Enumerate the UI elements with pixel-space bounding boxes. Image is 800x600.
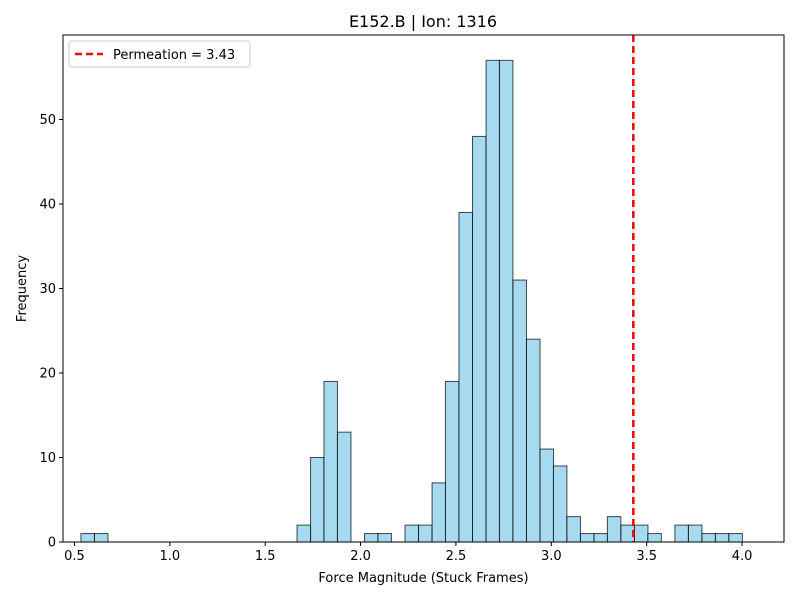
histogram-bar [323, 380, 338, 543]
histogram-bar [687, 524, 703, 543]
y-tick-label: 40 [39, 198, 56, 213]
histogram-bar [593, 533, 609, 543]
histogram-bar [472, 135, 487, 543]
histogram-bar [539, 448, 555, 543]
histogram-bar [418, 524, 433, 543]
histogram-bar [310, 457, 325, 543]
histogram-bar [458, 211, 473, 543]
y-axis-label: Frequency [15, 255, 30, 322]
histogram-bar [714, 533, 730, 543]
histogram-bar [552, 465, 568, 543]
x-tick-label: 2.0 [350, 549, 371, 564]
histogram-bar [404, 524, 420, 543]
chart-title: E152.B | Ion: 1316 [349, 12, 497, 31]
histogram-bar [579, 533, 595, 543]
x-tick-label: 1.0 [159, 549, 180, 564]
x-tick-label: 3.5 [636, 549, 657, 564]
y-tick-label: 0 [48, 536, 56, 551]
y-tick-label: 30 [39, 282, 56, 297]
histogram-bar [431, 482, 447, 543]
y-tick-label: 20 [39, 367, 56, 382]
x-tick-label: 3.0 [541, 549, 562, 564]
histogram-bar [674, 524, 689, 543]
histogram-bar [444, 380, 460, 543]
legend: Permeation = 3.43 [68, 40, 251, 68]
histogram-bars [80, 59, 743, 543]
x-axis-ticks: 0.5 1.0 1.5 2.0 2.5 3.0 3.5 4.0 [64, 542, 752, 564]
histogram-bar [336, 431, 352, 543]
legend-box [68, 40, 251, 68]
histogram-bar [80, 533, 95, 543]
histogram-bar [296, 524, 312, 543]
histogram-bar [701, 533, 716, 543]
x-tick-label: 0.5 [64, 549, 85, 564]
x-axis-label: Force Magnitude (Stuck Frames) [318, 571, 528, 586]
histogram-bar [606, 516, 622, 543]
histogram-bar [377, 533, 392, 543]
histogram-bar [485, 59, 501, 543]
x-tick-label: 2.5 [446, 549, 467, 564]
histogram-bar [93, 533, 109, 543]
histogram-bar [526, 338, 541, 543]
x-tick-label: 4.0 [732, 549, 753, 564]
histogram-bar [647, 533, 662, 543]
y-tick-label: 10 [39, 451, 56, 466]
x-tick-label: 1.5 [255, 549, 276, 564]
legend-label: Permeation = 3.43 [113, 48, 235, 63]
histogram-bar [633, 524, 649, 543]
y-axis-ticks: 0 10 20 30 40 50 [39, 113, 63, 551]
histogram-bar [512, 279, 527, 543]
histogram-bar [498, 59, 514, 543]
histogram-bar [566, 516, 581, 543]
histogram-bar [364, 533, 379, 543]
histogram-bar [728, 533, 743, 543]
y-tick-label: 50 [39, 113, 56, 128]
plot-frame [62, 34, 785, 543]
